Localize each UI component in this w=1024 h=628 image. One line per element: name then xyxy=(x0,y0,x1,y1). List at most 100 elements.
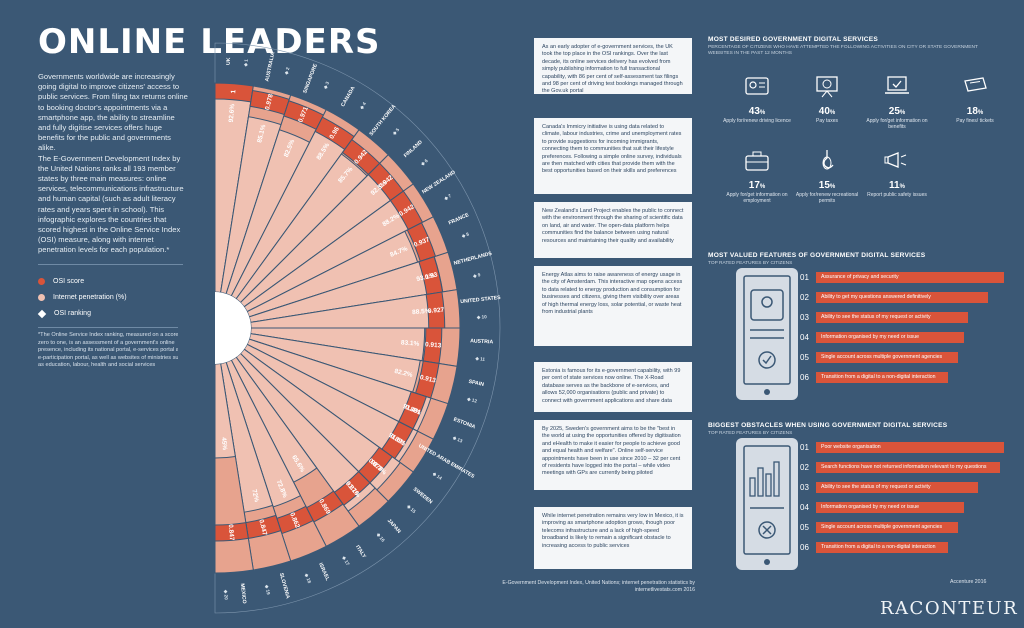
rank-number: 02 xyxy=(800,462,809,472)
country-label: ISRAEL xyxy=(317,562,331,583)
ranked-item: 02 Ability to get my questions answered … xyxy=(800,290,988,304)
ranked-item: 01 Assurance of privacy and security xyxy=(800,270,1004,284)
ranked-bar: Assurance of privacy and security xyxy=(816,271,1004,283)
activity-percent: 18% xyxy=(966,106,984,117)
ranked-label: Ability to get my questions answered def… xyxy=(821,293,931,300)
rank-number: 01 xyxy=(800,272,809,282)
case-study-text: As an early adopter of e-government serv… xyxy=(542,44,683,95)
ranked-bar: Ability to get my questions answered def… xyxy=(816,291,988,303)
legend: OSI score Internet penetration (%) OSI r… xyxy=(37,278,127,326)
activity-percent: 40% xyxy=(818,106,836,117)
activity-item: 17% Apply for/get information on employm… xyxy=(722,148,792,205)
ranked-item: 01 Poor website organisation xyxy=(800,440,1004,454)
country-label: ESTONIA xyxy=(452,417,476,431)
ranked-bar: Ability to see the status of my request … xyxy=(816,481,978,493)
ranked-bar: Ability to see the status of my request … xyxy=(816,311,968,323)
credit: Accenture 2016 xyxy=(950,579,987,585)
case-study-text: While internet penetration remains very … xyxy=(542,513,684,549)
ranked-bar: Transition from a digital to a non-digit… xyxy=(816,371,948,383)
activity-label: Apply for/renew driving licence xyxy=(723,118,791,124)
country-label: AUSTRIA xyxy=(470,338,494,345)
laptop-check-icon xyxy=(885,76,909,94)
presentation-icon xyxy=(816,76,838,98)
country-label: MEXICO xyxy=(239,583,247,604)
ranked-item: 03 Ability to see the status of my reque… xyxy=(800,480,978,494)
case-study-text: Canada's Immicry initiative is using dat… xyxy=(542,124,682,175)
rank-number: 06 xyxy=(800,542,809,552)
megaphone-icon xyxy=(884,152,907,168)
divider xyxy=(38,327,183,328)
activity-percent: 25% xyxy=(888,106,906,117)
ranked-item: 02 Search functions have not returned in… xyxy=(800,460,1000,474)
activity-label: Report public safety issues xyxy=(867,192,927,198)
ranked-bar: Information organised by my need or issu… xyxy=(816,331,964,343)
rank-number: 05 xyxy=(800,522,809,532)
rank-number: 05 xyxy=(800,352,809,362)
internet-label: 88.5% xyxy=(412,308,431,316)
activity-label: Pay taxes xyxy=(816,118,838,124)
rank-label: ◆ 12 xyxy=(466,396,478,404)
rank-label: ◆ 3 xyxy=(322,81,330,91)
case-study-card: As an early adopter of e-government serv… xyxy=(534,38,692,94)
ranked-bar: Transition from a digital to a non-digit… xyxy=(816,541,948,553)
footnote: *The Online Service Index ranking, measu… xyxy=(38,332,186,369)
ranked-label: Information organised by my need or issu… xyxy=(821,503,920,510)
rank-label: ◆ 17 xyxy=(341,554,351,566)
country-label: ITALY xyxy=(354,544,367,560)
fish-icon xyxy=(822,150,834,170)
ranked-item: 06 Transition from a digital to a non-di… xyxy=(800,540,948,554)
activity-item: 15% Apply for/renew recreational permits xyxy=(792,148,862,205)
activity-item: 25% Apply for/get information on benefit… xyxy=(862,74,932,131)
legend-item-osi: OSI score xyxy=(38,278,127,285)
ranked-bar: Information organised by my need or issu… xyxy=(816,501,964,513)
activity-label: Apply for/renew recreational permits xyxy=(795,192,859,205)
rank-label: ◆ 7 xyxy=(442,193,452,202)
activity-percent: 17% xyxy=(748,180,766,191)
ranked-bar: Search functions have not returned infor… xyxy=(816,461,1000,473)
ranked-bar: Single account across multiple governmen… xyxy=(816,351,958,363)
country-label: CANADA xyxy=(340,85,357,108)
rank-label: ◆ 13 xyxy=(451,435,463,444)
intro-paragraph-2: The E-Government Development Index by th… xyxy=(38,153,184,255)
activity-item: 40% Pay taxes xyxy=(792,74,862,124)
osi-label: 0.913 xyxy=(419,374,437,385)
obstacles-title: BIGGEST OBSTACLES WHEN USING GOVERNMENT … xyxy=(708,422,948,429)
country-label: AUSTRALIA xyxy=(264,51,276,82)
legend-label-osi: OSI score xyxy=(53,278,85,285)
ranked-item: 04 Information organised by my need or i… xyxy=(800,330,964,344)
osi-dot-icon xyxy=(38,278,45,285)
rank-number: 03 xyxy=(800,482,809,492)
rank-label: ◆ 19 xyxy=(264,583,271,595)
case-study-text: Energy Atlas aims to raise awareness of … xyxy=(542,272,683,316)
ranked-item: 05 Single account across multiple govern… xyxy=(800,350,958,364)
rank-label: ◆ 5 xyxy=(391,127,401,137)
legend-item-internet: Internet penetration (%) xyxy=(38,294,127,301)
activity-percent: 43% xyxy=(748,106,766,117)
intro-text: Governments worldwide are increasingly g… xyxy=(38,72,188,256)
country-label: FINLAND xyxy=(403,139,424,159)
country-label: UNITED STATES xyxy=(460,295,501,305)
activity-label: Pay fines/ tickets xyxy=(956,118,994,124)
rank-number: 04 xyxy=(800,332,809,342)
activity-item: 11% Report public safety issues xyxy=(862,148,932,198)
ranked-label: Assurance of privacy and security xyxy=(821,273,899,280)
country-label: SPAIN xyxy=(468,379,485,388)
case-study-text: Estonia is famous for its e-government c… xyxy=(542,368,681,404)
internet-label: 85.1% xyxy=(256,124,267,144)
ranked-item: 04 Information organised by my need or i… xyxy=(800,500,964,514)
ranked-label: Transition from a digital to a non-digit… xyxy=(821,543,936,550)
ranked-label: Transition from a digital to a non-digit… xyxy=(821,373,936,380)
osi-label: 0.847 xyxy=(257,519,268,537)
ranked-bar: Poor website organisation xyxy=(816,441,1004,453)
rank-label: ◆ 9 xyxy=(472,272,482,279)
ranked-label: Search functions have not returned infor… xyxy=(821,463,987,470)
activity-percent: 11% xyxy=(889,180,905,191)
activity-item: 43% Apply for/renew driving licence xyxy=(722,74,792,124)
rank-number: 04 xyxy=(800,502,809,512)
hub-mask xyxy=(178,291,215,365)
country-label: UK xyxy=(226,57,232,65)
osi-label: 1 xyxy=(230,89,237,94)
activity-item: 18% Pay fines/ tickets xyxy=(940,74,1010,124)
osi-label: 0.93 xyxy=(424,271,438,281)
